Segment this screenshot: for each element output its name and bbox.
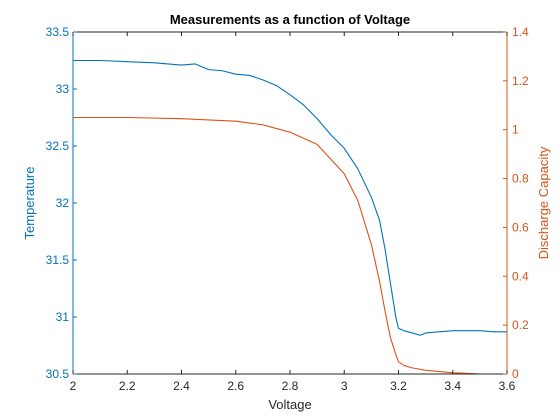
x-axis-label: Voltage (268, 397, 311, 412)
x-tick-label: 2.2 (119, 379, 136, 393)
left-tick-label: 31.5 (46, 253, 70, 267)
series-line-left (73, 59, 507, 336)
x-tick-label: 2.8 (282, 379, 299, 393)
right-tick-label: 1 (512, 123, 519, 137)
x-tick-label: 2 (70, 379, 77, 393)
right-tick-label: 1.4 (512, 25, 529, 39)
right-tick-label: 0.4 (512, 269, 529, 283)
left-tick-label: 33 (56, 82, 70, 96)
x-tick-label: 3 (341, 379, 348, 393)
left-axis-label: Temperature (22, 167, 37, 240)
x-tick-label: 2.4 (173, 379, 190, 393)
right-tick-label: 1.2 (512, 74, 529, 88)
axes-layer: 2 2.2 2.4 2.6 2.8 3 3.2 3.4 3.6 30.5 31 31.5 32 32.5 3… (46, 25, 529, 393)
left-tick-label: 33.5 (46, 25, 70, 39)
right-tick-label: 0.6 (512, 220, 529, 234)
plot-area (73, 32, 507, 374)
x-tick-label: 3.2 (390, 379, 407, 393)
x-tick-label: 2.6 (227, 379, 244, 393)
left-tick-label: 31 (56, 310, 70, 324)
right-tick-label: 0.8 (512, 172, 529, 186)
right-tick-label: 0 (512, 367, 519, 381)
right-axis-label: Discharge Capacity (536, 146, 551, 259)
chart-title: Measurements as a function of Voltage (170, 12, 410, 27)
right-tick-label: 0.2 (512, 318, 529, 332)
x-tick-label: 3.4 (444, 379, 461, 393)
left-tick-label: 30.5 (46, 367, 70, 381)
left-tick-label: 32.5 (46, 139, 70, 153)
x-tick-label: 3.6 (499, 379, 516, 393)
left-tick-label: 32 (56, 196, 70, 210)
